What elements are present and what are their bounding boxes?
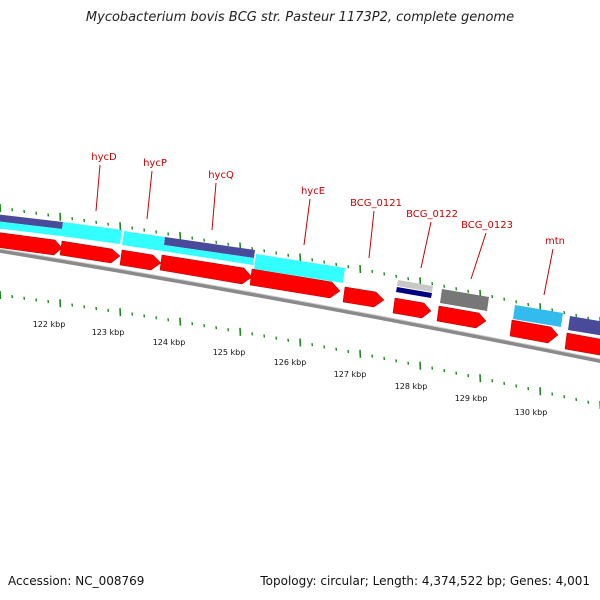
gene-label-BCG_0123: BCG_0123 — [461, 220, 513, 231]
kbp-label: 125 kbp — [213, 348, 246, 357]
gene-label-leader — [303, 198, 311, 246]
gene-label-BCG_0122: BCG_0122 — [406, 209, 458, 220]
kbp-labels: 122 kbp 123 kbp 124 kbp 125 kbp 126 kbp … — [33, 320, 548, 417]
feature-cyan-5 — [254, 254, 345, 283]
feature-navy-2 — [164, 237, 255, 258]
cds-arrow — [119, 249, 162, 271]
gene-label-leader — [95, 164, 101, 212]
genome-summary-text: Topology: circular; Length: 4,374,522 bp… — [260, 574, 590, 588]
gene-label-leaders — [95, 164, 554, 296]
cds-arrow — [392, 297, 432, 319]
gene-label-leader — [420, 221, 432, 269]
kbp-label: 128 kbp — [395, 382, 428, 391]
cds-arrow — [564, 332, 600, 356]
kbp-label: 129 kbp — [455, 394, 488, 403]
outer-tick-ring — [0, 203, 600, 326]
feature-track — [0, 214, 345, 283]
gene-label-hycE: hycE — [301, 186, 325, 197]
gene-label-hycQ: hycQ — [208, 170, 234, 181]
cds-arrow — [509, 319, 559, 344]
feature-darkblue — [396, 287, 432, 298]
kbp-label: 130 kbp — [515, 408, 548, 417]
feature-skyblue — [513, 305, 563, 327]
gene-label-leader — [470, 232, 487, 280]
feature-navy-3 — [568, 316, 600, 336]
feature-cyan-1 — [0, 221, 62, 236]
kbp-label: 122 kbp — [33, 320, 66, 329]
gene-label-leader — [543, 248, 554, 296]
cds-arrow — [342, 286, 385, 308]
inner-tick-ring — [0, 290, 600, 410]
gene-label-leader — [368, 210, 375, 259]
genome-backbone — [0, 248, 600, 364]
feature-grey — [440, 289, 489, 311]
feature-navy-1 — [0, 214, 63, 229]
kbp-label: 126 kbp — [274, 358, 307, 367]
gene-label-BCG_0121: BCG_0121 — [350, 198, 402, 209]
kbp-label: 123 kbp — [92, 328, 125, 337]
gene-label-leader — [146, 170, 153, 220]
gene-label-hycD: hycD — [91, 152, 117, 163]
kbp-label: 124 kbp — [153, 338, 186, 347]
feature-cyan-4 — [163, 245, 254, 265]
gene-label-leader — [211, 182, 217, 231]
feature-cyan-3 — [122, 231, 165, 251]
cds-arrow — [436, 305, 487, 329]
cds-arrow — [0, 232, 63, 256]
feature-cyan-2 — [61, 222, 122, 244]
gene-label-mtn: mtn — [545, 236, 565, 247]
cds-arrow — [59, 240, 121, 264]
genome-backbone-highlight — [0, 248, 600, 360]
cds-track — [0, 232, 600, 356]
map-title: Mycobacterium bovis BCG str. Pasteur 117… — [85, 10, 515, 25]
feature-lightgrey — [397, 280, 433, 292]
cds-arrow — [159, 254, 253, 285]
gene-labels: hycD hycP hycQ hycE BCG_0121 BCG_0122 BC… — [91, 152, 565, 247]
kbp-label: 127 kbp — [334, 370, 367, 379]
cds-arrow — [249, 268, 341, 299]
accession-text: Accession: NC_008769 — [8, 574, 145, 588]
misc-features — [396, 280, 600, 336]
gene-label-hycP: hycP — [143, 158, 167, 169]
